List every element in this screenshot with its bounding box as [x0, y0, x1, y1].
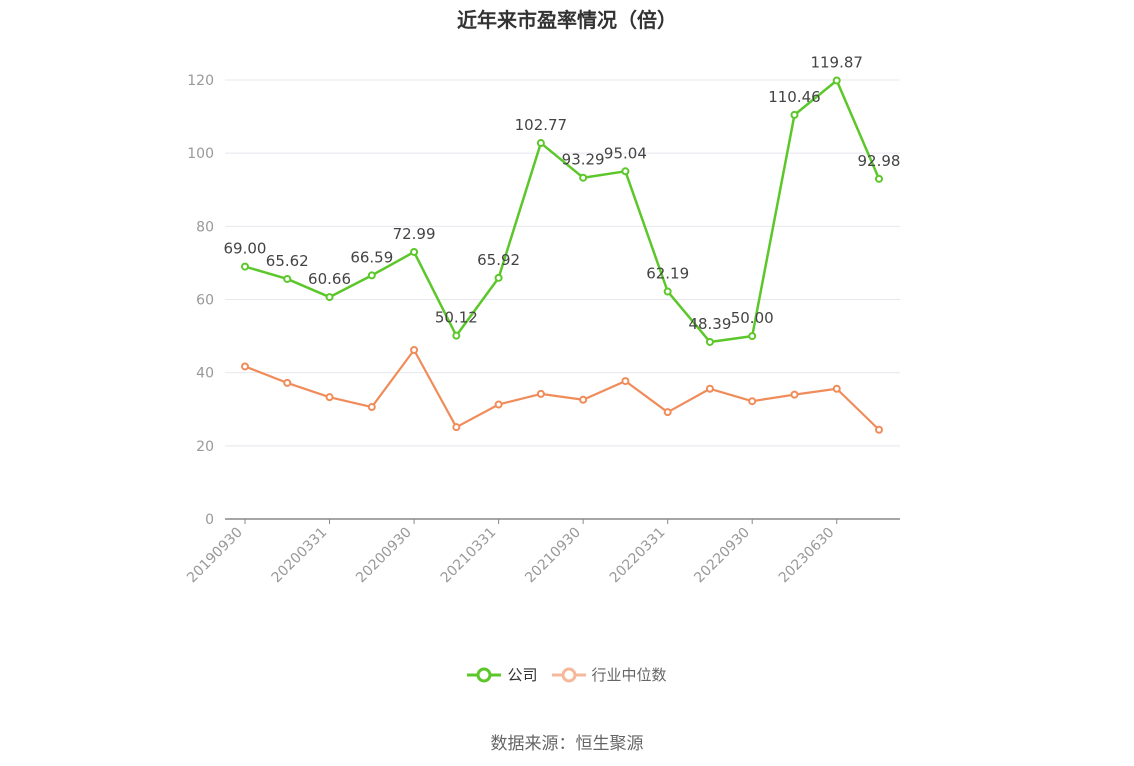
y-tick-label: 40	[196, 366, 214, 382]
company-point	[367, 271, 376, 280]
company-data-label: 50.12	[435, 309, 478, 327]
company-data-label: 119.87	[810, 53, 863, 71]
company-point	[663, 287, 672, 296]
industry-point	[283, 378, 292, 387]
legend-company-label: 公司	[507, 666, 538, 684]
company-data-label: 92.98	[858, 152, 901, 170]
source-note: 数据来源：恒生聚源	[490, 734, 644, 754]
industry-point	[705, 384, 714, 393]
y-tick-label: 60	[196, 293, 214, 309]
company-data-label: 102.77	[515, 116, 568, 134]
company-data-label: 65.92	[477, 251, 520, 269]
industry-point	[875, 425, 883, 434]
industry-point	[579, 395, 588, 404]
company-data-label: 69.00	[224, 240, 267, 258]
legend-industry-label: 行业中位数	[591, 666, 667, 684]
company-data-label: 66.59	[350, 248, 393, 266]
legend-industry-marker-icon	[551, 667, 586, 682]
x-tick-label: 20210930	[522, 525, 584, 587]
company-data-label: 50.00	[731, 309, 774, 327]
industry-point	[663, 408, 672, 417]
x-tick-label: 20200930	[353, 525, 415, 587]
company-point	[452, 331, 461, 340]
company-data-label: 72.99	[393, 225, 436, 243]
company-data-label: 62.19	[646, 264, 689, 282]
x-tick-label: 20230630	[776, 525, 838, 587]
company-point	[325, 293, 334, 302]
company-point	[241, 262, 249, 271]
company-data-label: 65.62	[266, 252, 309, 270]
industry-point	[748, 397, 757, 406]
company-point	[494, 273, 503, 282]
industry-point	[536, 389, 545, 398]
company-point	[790, 110, 799, 119]
company-point	[536, 139, 545, 148]
industry-point	[452, 423, 461, 432]
y-tick-label: 120	[187, 73, 214, 89]
company-point	[579, 173, 588, 182]
x-tick-label: 20200331	[269, 525, 331, 587]
y-tick-label: 0	[205, 512, 214, 528]
x-tick-label: 20220930	[691, 525, 753, 587]
company-point	[705, 337, 714, 346]
pe-line-chart: 0 20 40 60 80 100 120 20190930 20200331 20200930 2…	[184, 53, 901, 586]
company-point	[410, 247, 419, 256]
industry-point	[325, 393, 334, 402]
company-point	[621, 167, 630, 176]
series-lines	[241, 76, 883, 434]
grid-lines	[225, 79, 900, 447]
industry-point	[832, 384, 841, 393]
x-tick-label: 20190930	[184, 525, 246, 587]
axes: 0 20 40 60 80 100 120 20190930 20200331 20200930 2…	[184, 73, 900, 586]
company-point	[832, 76, 841, 85]
industry-point	[790, 390, 799, 399]
legend-item-industry[interactable]: 行业中位数	[551, 664, 667, 685]
legend-company-marker-icon	[467, 667, 502, 682]
chart-title: 近年来市盈率情况（倍）	[457, 8, 677, 32]
legend: 公司 行业中位数	[0, 664, 1134, 685]
industry-point	[410, 345, 419, 354]
company-point	[875, 174, 883, 183]
company-point	[748, 332, 757, 341]
industry-line	[244, 348, 880, 431]
y-tick-label: 80	[196, 219, 214, 235]
industry-point	[367, 403, 376, 412]
industry-point	[494, 400, 503, 409]
industry-point	[621, 377, 630, 386]
company-data-label: 93.29	[562, 151, 605, 169]
x-tick-label: 20210331	[438, 525, 500, 587]
industry-point	[241, 362, 249, 371]
y-tick-label: 20	[196, 439, 214, 455]
y-tick-label: 100	[187, 146, 214, 162]
company-data-label: 110.46	[768, 88, 821, 106]
company-line	[244, 79, 881, 344]
legend-item-company[interactable]: 公司	[467, 664, 538, 685]
company-data-label: 95.04	[604, 144, 647, 162]
company-data-label: 48.39	[688, 315, 731, 333]
company-data-label: 60.66	[308, 270, 351, 288]
x-tick-label: 20220331	[607, 525, 669, 587]
company-point	[283, 274, 292, 283]
